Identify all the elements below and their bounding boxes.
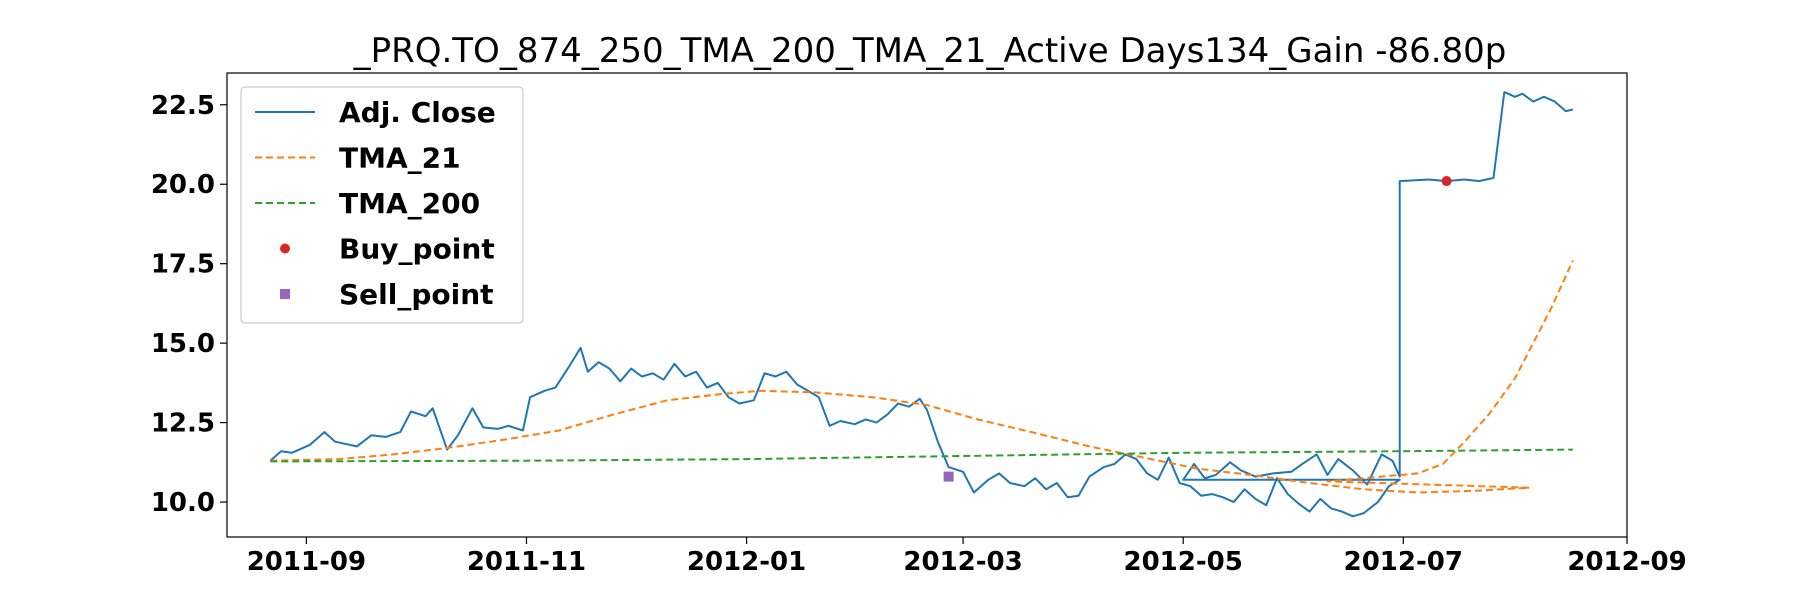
y-tick-label: 20.0 (151, 170, 215, 200)
legend-label-sell-point: Sell_point (339, 278, 494, 311)
series-line-tma-200 (270, 448, 1573, 463)
y-tick-label: 12.5 (151, 409, 215, 439)
y-tick-label: 17.5 (151, 250, 215, 280)
legend-box (240, 86, 524, 324)
legend-swatch-buy-point (280, 243, 290, 254)
legend-label-tma-21: TMA_21 (339, 142, 461, 175)
chart-title: _PRQ.TO_874_250_TMA_200_TMA_21_Active Da… (353, 31, 1507, 71)
axes: 2011-09 2011-11 2012-01 2012-03 2012-05 2012-… (151, 72, 1687, 577)
series-line-adj-close (269, 91, 1574, 518)
plot-frame (226, 72, 1628, 538)
x-tick-label: 2012-09 (1567, 547, 1686, 577)
legend-label-buy-point: Buy_point (339, 233, 495, 266)
x-tick-label: 2012-07 (1344, 547, 1463, 577)
buy-point-marker (1441, 176, 1452, 187)
y-tick-label: 22.5 (151, 91, 215, 121)
y-tick-label: 10.0 (151, 488, 215, 518)
y-tick-label: 15.0 (151, 329, 215, 359)
x-tick-label: 2012-05 (1124, 547, 1243, 577)
x-tick-label: 2012-01 (687, 547, 806, 577)
series-line-tma-21 (270, 260, 1574, 494)
legend: Adj. Close TMA_21 TMA_200 Buy_point Sell_poi… (240, 86, 524, 324)
x-tick-label: 2011-09 (247, 547, 366, 577)
sell-point-marker (943, 471, 954, 482)
x-tick-label: 2012-03 (903, 547, 1022, 577)
legend-label-tma-200: TMA_200 (339, 187, 480, 220)
plot-area (269, 91, 1574, 518)
x-tick-label: 2011-11 (467, 547, 586, 577)
legend-label-adj-close: Adj. Close (339, 96, 496, 129)
legend-swatch-sell-point (280, 289, 290, 299)
